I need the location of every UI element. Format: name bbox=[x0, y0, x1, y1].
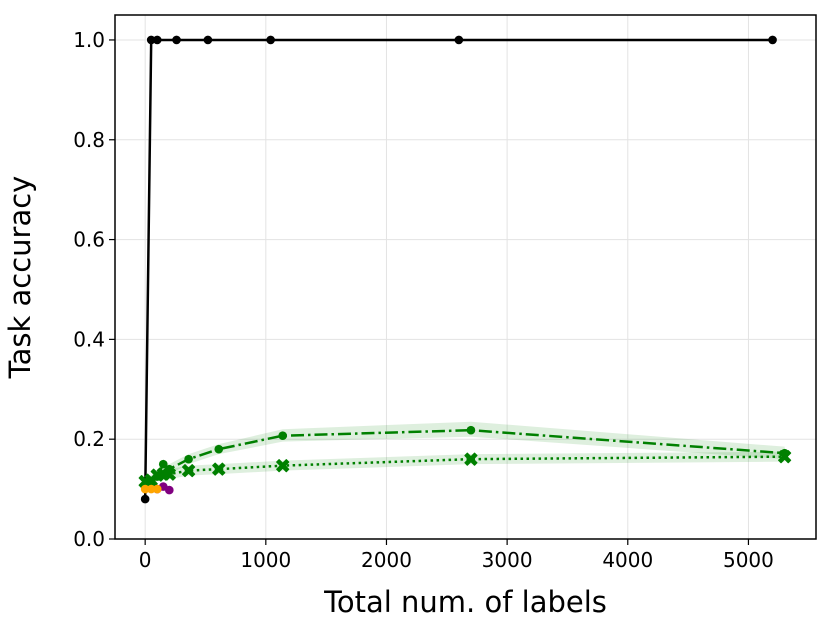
data-point bbox=[152, 35, 162, 45]
x-tick-label: 5000 bbox=[723, 548, 774, 572]
data-point bbox=[152, 484, 162, 494]
axis-ticks: 0 1000 2000 3000 4000 5000 0.0 0.2 0.4 0.6 0.8 1.0 bbox=[73, 28, 774, 572]
series-line-2 bbox=[144, 455, 785, 483]
data-point bbox=[266, 35, 275, 45]
x-tick-label: 3000 bbox=[482, 548, 533, 572]
data-point bbox=[454, 35, 464, 45]
x-tick-label: 2000 bbox=[361, 548, 412, 572]
data-point bbox=[146, 35, 156, 45]
data-point bbox=[158, 459, 168, 469]
confidence-band-2 bbox=[145, 451, 785, 487]
data-point bbox=[140, 494, 150, 504]
y-tick-label: 1.0 bbox=[73, 28, 105, 52]
y-tick-label: 0.8 bbox=[73, 128, 105, 152]
series-4 bbox=[140, 484, 162, 494]
data-point bbox=[172, 35, 181, 45]
data-point bbox=[466, 425, 476, 435]
data-point bbox=[181, 464, 196, 478]
x-axis-title: Total num. of labels bbox=[323, 585, 607, 619]
y-tick-label: 0.2 bbox=[73, 427, 105, 451]
data-point bbox=[768, 35, 777, 45]
y-tick-label: 0.4 bbox=[73, 327, 105, 351]
data-point bbox=[162, 467, 176, 481]
data-point bbox=[146, 484, 156, 494]
y-tick-label: 0.0 bbox=[73, 527, 105, 551]
data-point bbox=[203, 35, 213, 45]
data-point bbox=[212, 462, 226, 476]
y-axis-title: Task accuracy bbox=[3, 176, 37, 380]
confidence-band-1 bbox=[145, 421, 785, 492]
x-tick-label: 4000 bbox=[602, 548, 653, 572]
data-point bbox=[184, 454, 193, 464]
data-point bbox=[164, 485, 174, 495]
confidence-bands bbox=[145, 421, 785, 492]
x-tick-label: 1000 bbox=[240, 548, 291, 572]
plot-frame bbox=[114, 14, 817, 540]
data-point bbox=[276, 459, 290, 473]
series-layer bbox=[138, 35, 792, 504]
data-point bbox=[140, 484, 150, 494]
data-point bbox=[778, 450, 792, 464]
x-tick-label: 0 bbox=[139, 548, 152, 572]
series-0 bbox=[140, 35, 777, 504]
series-2 bbox=[138, 450, 792, 489]
data-point bbox=[464, 452, 478, 466]
data-point bbox=[214, 444, 224, 454]
data-point bbox=[278, 431, 288, 440]
y-tick-label: 0.6 bbox=[73, 228, 105, 252]
